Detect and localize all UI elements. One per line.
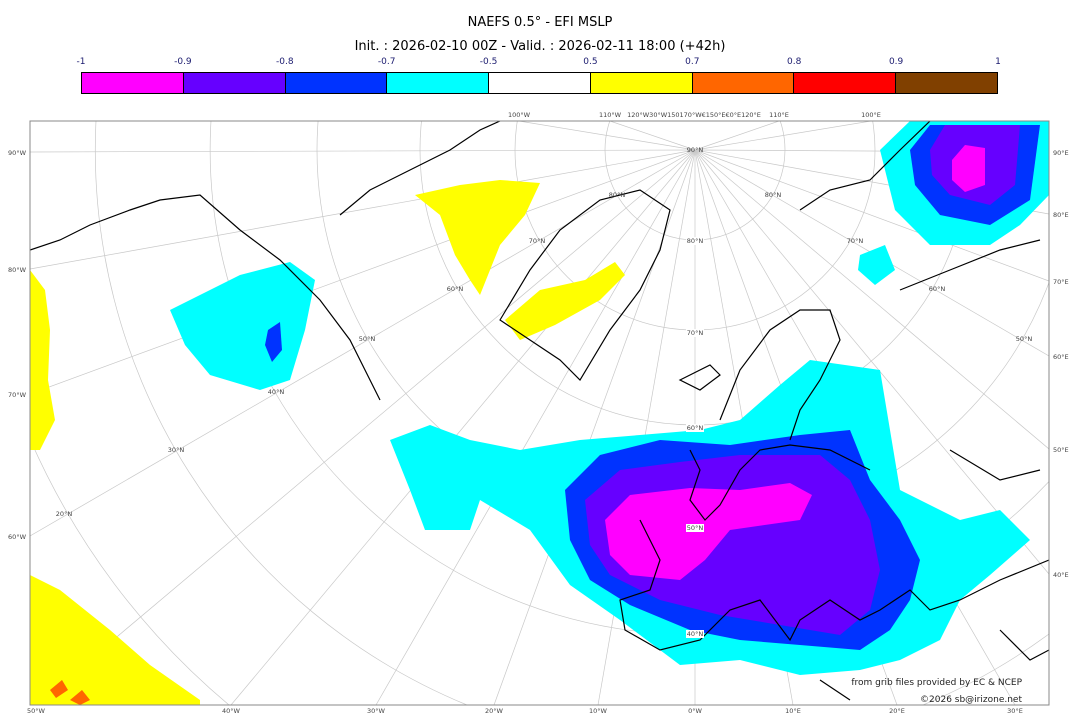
map-label: 100°W (508, 111, 531, 119)
map-label: 50°N (687, 524, 704, 532)
data-credit: from grib files provided by EC & NCEP (851, 678, 1022, 688)
map-label: 100°E (861, 111, 881, 119)
colorbar-label: 0.5 (583, 57, 598, 67)
map-label: 70°E (1053, 278, 1069, 286)
map-label: 50°E (1053, 446, 1069, 454)
colorbar-swatch (285, 73, 388, 93)
map-label: 90°W (8, 149, 27, 157)
map-label: 30°E (1007, 707, 1023, 715)
colorbar-label: -0.7 (377, 57, 396, 67)
map-label: 40°N (687, 630, 704, 638)
map-label: 90°E (1053, 149, 1069, 157)
map-label: 40°E (1053, 571, 1069, 579)
map-label: 50°N (359, 335, 376, 343)
map-label: 40°W (222, 707, 241, 715)
map-label: 10°E (785, 707, 801, 715)
map-label: 50°N (1016, 335, 1033, 343)
map-label: 70°N (687, 329, 704, 337)
colorbar-swatch (794, 73, 897, 93)
map-label: 60°N (929, 285, 946, 293)
map-label: 110°E (769, 111, 789, 119)
map-label: 20°N (56, 510, 73, 518)
map-label: 0°W (688, 707, 702, 715)
colorbar-swatch (183, 73, 286, 93)
colorbar (81, 72, 998, 94)
coastlines (30, 121, 1049, 701)
map-label: 60°N (687, 424, 704, 432)
map-label: 20°E (889, 707, 905, 715)
map-label: 110°W (599, 111, 622, 119)
map-label: 30°W (367, 707, 386, 715)
colorbar-swatch (896, 73, 998, 93)
map-label: 50°W (27, 707, 46, 715)
map-label: 70°N (529, 237, 546, 245)
map-label: 80°N (609, 191, 626, 199)
map-label: 120°W30°W150170°W€150°E€0°E120°E (627, 111, 761, 119)
colorbar-swatch (590, 73, 693, 93)
map-label: 60°E (1053, 353, 1069, 361)
map-label: 80°W (8, 266, 27, 274)
map-label: 60°W (8, 533, 27, 541)
colorbar-swatch (692, 73, 795, 93)
map-label: 70°W (8, 391, 27, 399)
map-label: 10°W (589, 707, 608, 715)
map-label: 80°N (687, 237, 704, 245)
map-label: 20°W (485, 707, 504, 715)
colorbar-label: -0.5 (479, 57, 498, 67)
map-frame (29, 120, 1050, 706)
map-label: 90°N (687, 146, 704, 154)
colorbar-swatch (489, 73, 591, 93)
colorbar-label: 0.7 (685, 57, 700, 67)
map-label: 40°N (268, 388, 285, 396)
colorbar-label: 0.8 (787, 57, 802, 67)
map-label: 30°N (168, 446, 185, 454)
colorbar-swatch (387, 73, 490, 93)
map-label: 60°N (447, 285, 464, 293)
efi-field (30, 121, 1049, 705)
colorbar-label: -1 (76, 57, 86, 67)
colorbar-label: -0.9 (174, 57, 192, 67)
map-label: 80°E (1053, 211, 1069, 219)
copyright: ©2026 sb@irizone.net (920, 695, 1022, 705)
map-label: 70°N (847, 237, 864, 245)
chart-title: NAEFS 0.5° - EFI MSLP (467, 15, 613, 30)
colorbar-label: 0.9 (888, 57, 904, 67)
colorbar-label: 1 (995, 57, 1001, 67)
map-label: 80°N (765, 191, 782, 199)
chart-subtitle: Init. : 2026-02-10 00Z - Valid. : 2026-0… (354, 39, 726, 54)
colorbar-swatch (82, 73, 184, 93)
colorbar-label: -0.8 (275, 57, 294, 67)
